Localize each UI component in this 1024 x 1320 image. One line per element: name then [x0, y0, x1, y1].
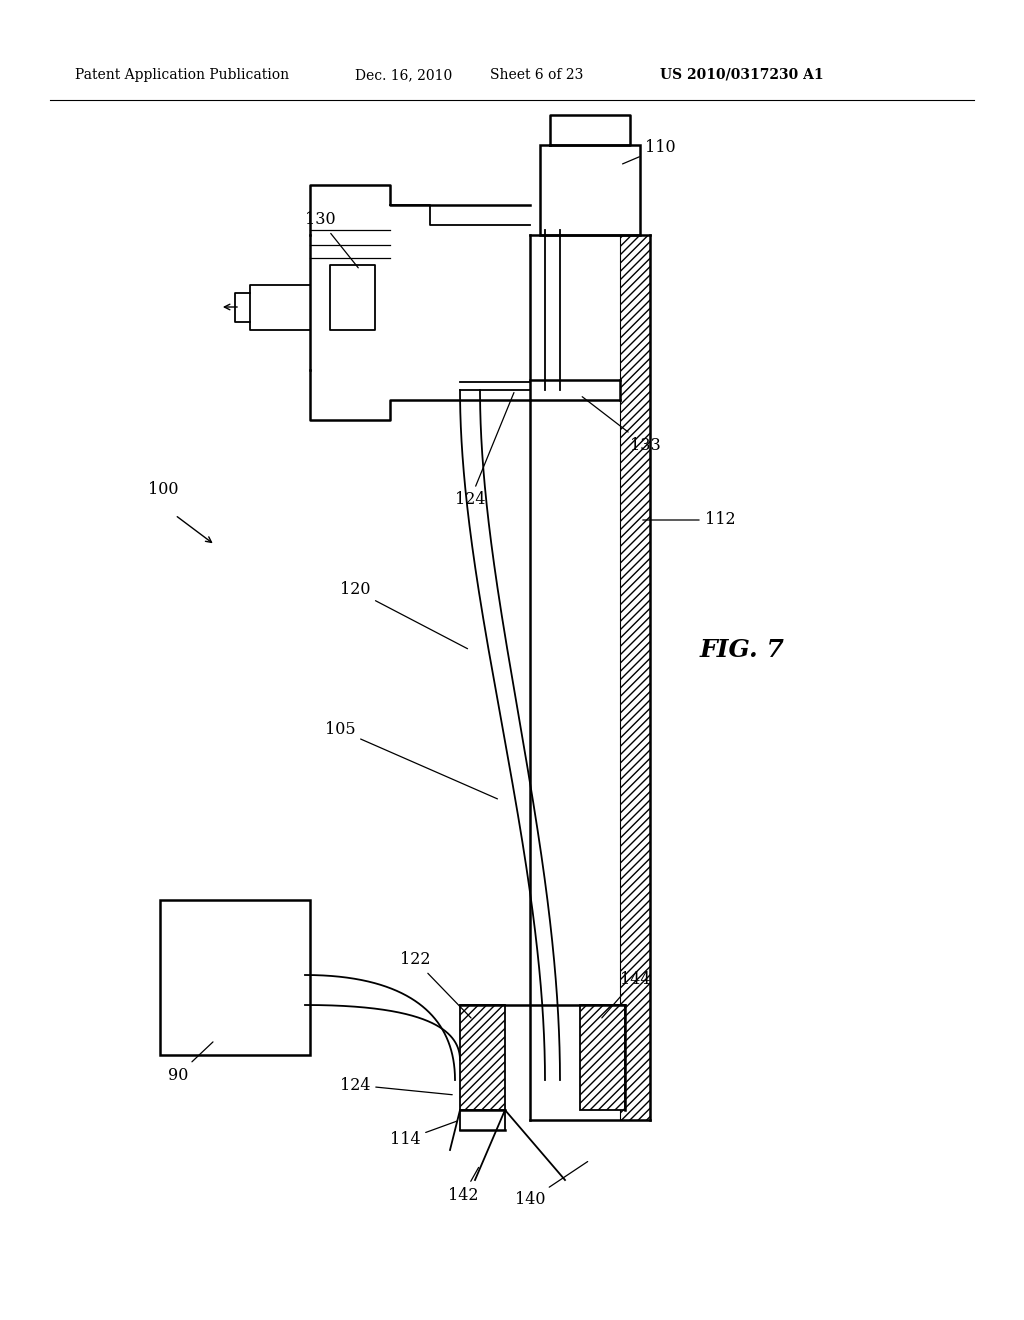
Text: 100: 100 [148, 482, 178, 499]
Text: 112: 112 [643, 511, 735, 528]
Bar [580, 1005, 625, 1110]
Text: 120: 120 [340, 582, 468, 648]
Bar [460, 1005, 505, 1110]
Text: Patent Application Publication: Patent Application Publication [75, 69, 289, 82]
Text: 105: 105 [325, 722, 498, 799]
Text: 90: 90 [168, 1041, 213, 1084]
Text: 130: 130 [305, 211, 358, 268]
Text: 140: 140 [515, 1162, 588, 1209]
Text: 133: 133 [583, 397, 660, 454]
Text: US 2010/0317230 A1: US 2010/0317230 A1 [660, 69, 823, 82]
Text: Dec. 16, 2010: Dec. 16, 2010 [355, 69, 453, 82]
Text: 114: 114 [390, 1121, 458, 1148]
Text: 122: 122 [399, 952, 471, 1018]
Bar [160, 900, 310, 1055]
Text: 110: 110 [623, 140, 675, 164]
Bar [620, 235, 650, 1119]
Text: 124: 124 [455, 392, 514, 508]
Text: 144: 144 [602, 972, 650, 1018]
Bar [330, 265, 375, 330]
Text: Sheet 6 of 23: Sheet 6 of 23 [490, 69, 584, 82]
Text: FIG. 7: FIG. 7 [700, 638, 784, 663]
Text: 142: 142 [447, 1167, 478, 1204]
Text: 124: 124 [340, 1077, 453, 1094]
Bar [540, 145, 640, 235]
